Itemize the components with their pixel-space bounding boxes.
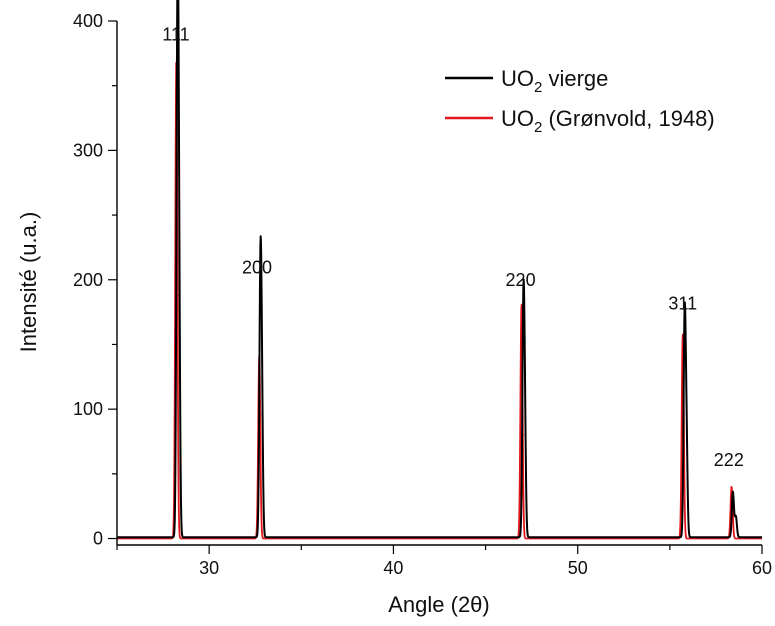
legend-label-1: UO2 vierge [501, 66, 608, 96]
data-point [524, 434, 526, 436]
data-point [259, 290, 261, 293]
y-tick-label: 300 [73, 140, 103, 160]
peak-label-200: 200 [242, 257, 272, 277]
tick-labels: 30 40 50 60 0 100 200 300 400 [73, 11, 772, 578]
data-point [732, 491, 734, 493]
y-axis-title: Intensité (u.a.) [16, 212, 41, 353]
peak-label-222: 222 [714, 450, 744, 470]
data-point [261, 413, 263, 415]
data-point [178, 294, 180, 296]
data-point [682, 333, 684, 335]
series-line-1 [116, 0, 763, 539]
x-tick-label: 50 [568, 558, 588, 578]
data-point [176, 56, 179, 58]
legend-label-2: UO2 (Grønvold, 1948) [501, 106, 715, 136]
legend: UO2 vierge UO2 (Grønvold, 1948) [445, 66, 715, 136]
y-tick-label: 400 [73, 11, 103, 31]
data-point [522, 324, 524, 326]
data-point [735, 515, 737, 518]
data-point [685, 439, 688, 441]
series-line-2 [116, 61, 763, 540]
x-tick-label: 60 [752, 558, 772, 578]
series-layer [116, 0, 763, 540]
peak-annotations: 111 200 220 311 222 [162, 24, 744, 470]
peak-label-220: 220 [506, 270, 536, 290]
axes [108, 20, 763, 554]
data-point [730, 486, 733, 488]
y-tick-label: 200 [73, 270, 103, 290]
data-point [684, 325, 686, 327]
y-tick-label: 100 [73, 399, 103, 419]
x-tick-label: 40 [383, 558, 403, 578]
y-tick-label: 0 [93, 529, 103, 549]
x-axis-title: Angle (2θ) [388, 592, 490, 617]
peak-label-111: 111 [162, 24, 189, 44]
data-point [520, 303, 523, 305]
peak-label-311: 311 [668, 294, 697, 314]
x-tick-label: 30 [199, 558, 219, 578]
